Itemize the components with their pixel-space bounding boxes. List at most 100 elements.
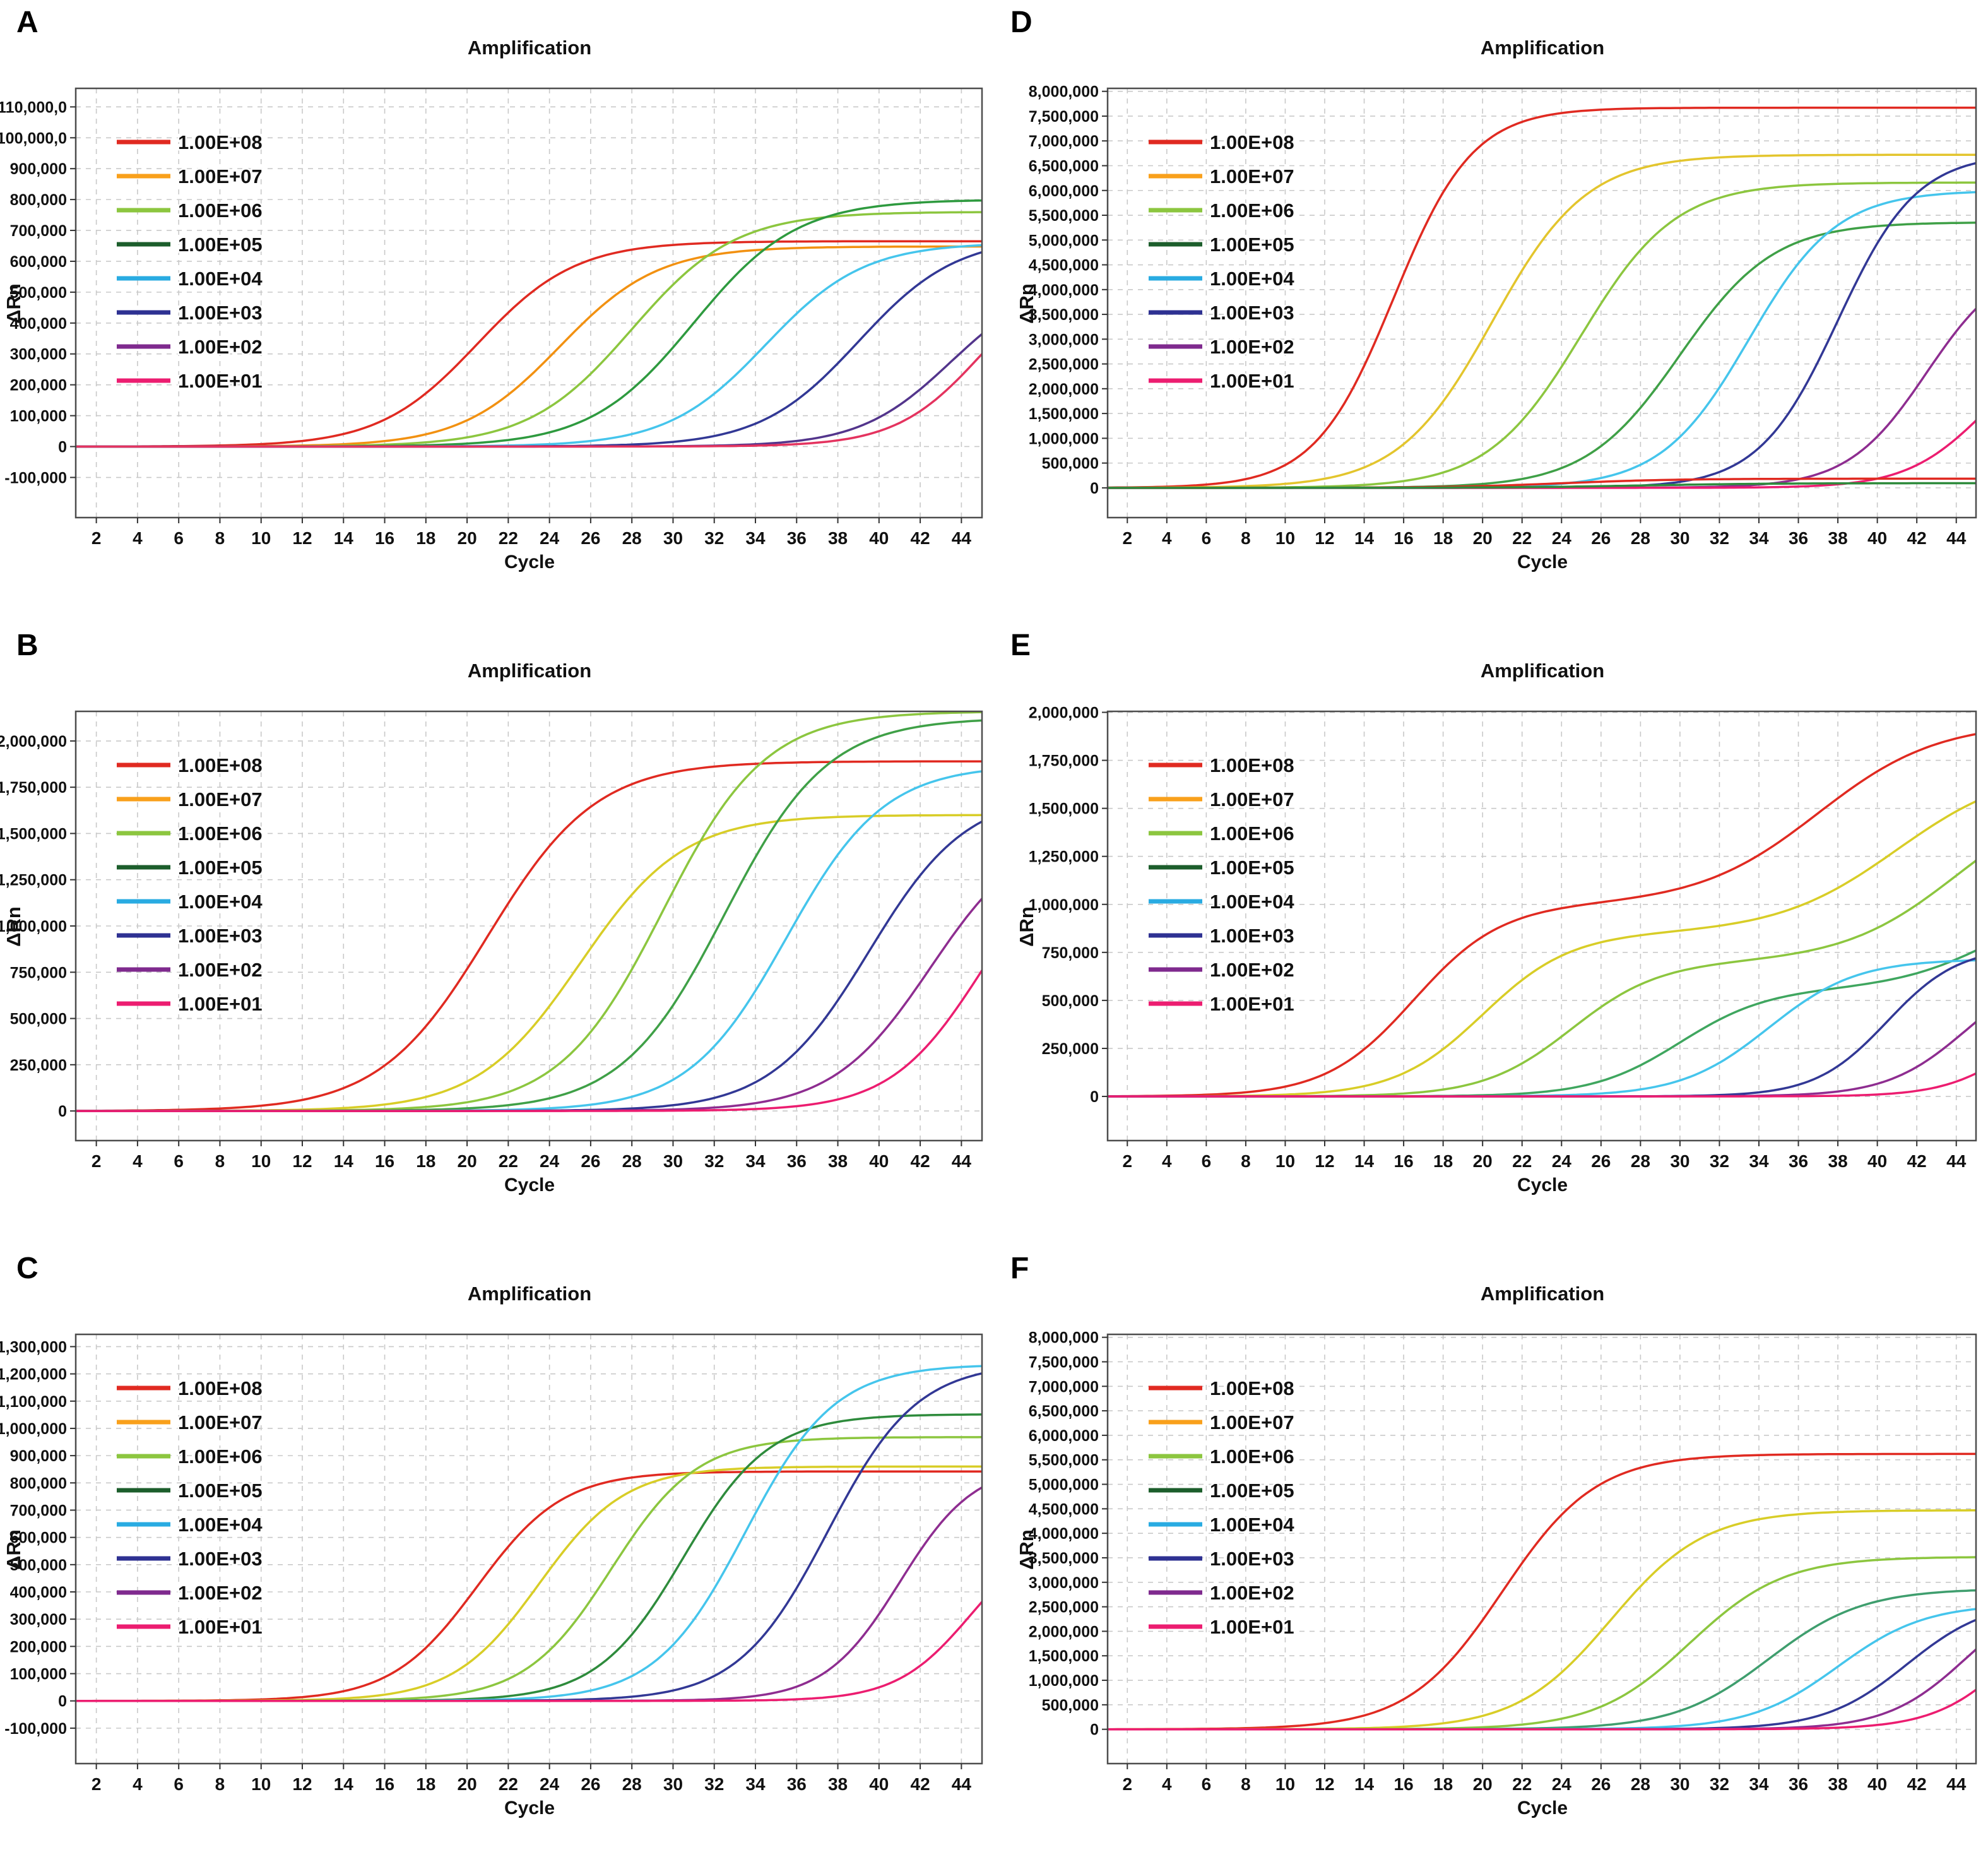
legend-label: 1.00E+04 [1210, 1514, 1294, 1536]
x-tick-label: 24 [1552, 528, 1572, 548]
x-tick-label: 8 [1241, 1774, 1251, 1794]
legend-label: 1.00E+08 [178, 131, 263, 153]
x-tick-label: 38 [1828, 528, 1848, 548]
x-tick-label: 42 [911, 1151, 930, 1171]
legend-label: 1.00E+05 [1210, 1480, 1294, 1502]
x-tick-label: 16 [1394, 1151, 1414, 1171]
x-tick-label: 18 [416, 1151, 435, 1171]
x-tick-label: 44 [1946, 1151, 1967, 1171]
legend-label: 1.00E+02 [1210, 1582, 1294, 1604]
x-tick-label: 30 [1670, 528, 1689, 548]
x-tick-label: 4 [1162, 1151, 1172, 1171]
legend-label: 1.00E+01 [1210, 993, 1294, 1015]
legend-label: 1.00E+05 [1210, 857, 1294, 879]
series-curve-1.00E+01 [1108, 1072, 1976, 1098]
x-tick-label: 42 [911, 1774, 930, 1794]
y-tick-label: 1,500,000 [1029, 405, 1099, 423]
legend-label: 1.00E+05 [1210, 234, 1294, 256]
y-tick-label: 750,000 [10, 964, 67, 982]
y-tick-label: 2,000,000 [1029, 381, 1099, 398]
series-curve-1.00E+01 [76, 1601, 982, 1702]
x-tick-label: 4 [133, 1774, 143, 1794]
y-tick-label: 3,000,000 [1029, 1574, 1099, 1592]
x-tick-label: 22 [499, 1151, 518, 1171]
series-curves [1108, 1452, 1976, 1731]
x-tick-label: 34 [745, 1151, 766, 1171]
legend-label: 1.00E+08 [1210, 754, 1294, 776]
plot-area-E: 0 250,000 500,000 750,000 1,000,000 1,250,000… [1029, 704, 1977, 1171]
plot-border [1106, 1333, 1977, 1765]
x-tick-label: 28 [1631, 528, 1650, 548]
y-tick-label: 5,000,000 [1029, 232, 1099, 249]
legend-label: 1.00E+03 [178, 302, 263, 324]
y-tick-label: 6,000,000 [1029, 182, 1099, 200]
y-tick-label: 7,500,000 [1029, 108, 1099, 126]
y-tick-label: 300,000 [10, 346, 67, 364]
series-curve-1.00E+08 [1108, 1452, 1976, 1731]
y-tick-label: 750,000 [1042, 944, 1099, 962]
y-tick-label: 400,000 [10, 1584, 67, 1601]
x-tick-label: 26 [1591, 1774, 1611, 1794]
legend-label: 1.00E+07 [178, 165, 263, 187]
x-tick-label: 44 [952, 1151, 972, 1171]
x-tick-label: 10 [1275, 1151, 1295, 1171]
axis-ticks [70, 740, 962, 1146]
y-tick-label: 4,500,000 [1029, 257, 1099, 275]
y-tick-label: 200,000 [10, 1638, 67, 1656]
y-tick-label: 4,000,000 [1029, 1525, 1099, 1543]
x-tick-label: 12 [292, 1774, 312, 1794]
x-tick-label: 4 [133, 1151, 143, 1171]
y-tick-label: 4,000,000 [1029, 282, 1099, 299]
plot-border [74, 87, 983, 519]
axis-tick-labels: 0 500,000 1,000,000 1,500,000 2,000,000 2,500… [1029, 83, 1967, 548]
legend-label: 1.00E+07 [1210, 1411, 1294, 1433]
x-tick-label: 26 [581, 1151, 600, 1171]
legend-label: 1.00E+07 [178, 1411, 263, 1433]
legend: 1.00E+08 1.00E+07 1.00E+06 1.00E+05 1.00E+04… [117, 753, 264, 1017]
x-tick-label: 38 [828, 1774, 848, 1794]
x-tick-label: 36 [1789, 528, 1808, 548]
legend-label: 1.00E+04 [1210, 268, 1294, 290]
legend-label: 1.00E+07 [1210, 165, 1294, 187]
x-tick-label: 6 [174, 1151, 184, 1171]
series-curves [76, 1365, 982, 1702]
x-tick-label: 2 [92, 1151, 102, 1171]
y-tick-label: -100,000 [4, 1720, 67, 1738]
y-tick-label: 5,000,000 [1029, 1476, 1099, 1494]
y-tick-label: 100,000,0 [0, 129, 67, 147]
x-tick-label: 40 [869, 528, 889, 548]
legend-label: 1.00E+07 [1210, 788, 1294, 810]
x-tick-label: 44 [952, 528, 972, 548]
plot-area-C: -100,000 0 100,000 200,000 300,000 400,000 500… [0, 1333, 983, 1794]
y-tick-label: 1,000,000 [1029, 430, 1099, 448]
series-curves [1108, 106, 1976, 489]
x-tick-label: 34 [745, 1774, 766, 1794]
series-curve-1.00E+01 [1108, 1688, 1976, 1731]
y-tick-label: 7,000,000 [1029, 133, 1099, 150]
x-tick-label: 26 [1591, 1151, 1611, 1171]
x-tick-label: 12 [1315, 528, 1334, 548]
x-tick-label: 4 [1162, 528, 1172, 548]
x-tick-label: 32 [704, 528, 724, 548]
x-tick-label: 32 [704, 1774, 724, 1794]
x-tick-label: 40 [1867, 1151, 1887, 1171]
y-tick-label: 3,500,000 [1029, 1550, 1099, 1567]
y-tick-label: 800,000 [10, 191, 67, 209]
gridlines [1108, 1334, 1976, 1764]
x-tick-label: 16 [1394, 1774, 1414, 1794]
y-tick-label: 1,000,000 [1029, 1672, 1099, 1690]
x-tick-label: 2 [92, 528, 102, 548]
axis-tick-labels: -100,000 0 100,000 200,000 300,000 400,000 500… [0, 1338, 971, 1794]
x-tick-label: 10 [251, 1151, 271, 1171]
x-tick-label: 16 [375, 1774, 394, 1794]
x-tick-label: 6 [174, 1774, 184, 1794]
y-tick-label: 1,500,000 [0, 825, 67, 843]
x-tick-label: 14 [1354, 1151, 1375, 1171]
y-tick-label: 5,500,000 [1029, 1452, 1099, 1469]
x-tick-label: 28 [622, 1151, 642, 1171]
x-tick-label: 2 [92, 1774, 102, 1794]
panel-E: E Amplification ΔRn Cycle 0 250,000 500,00… [994, 623, 1988, 1246]
x-tick-label: 12 [292, 1151, 312, 1171]
y-tick-label: 7,500,000 [1029, 1353, 1099, 1371]
y-tick-label: 1,000,000 [0, 918, 67, 935]
